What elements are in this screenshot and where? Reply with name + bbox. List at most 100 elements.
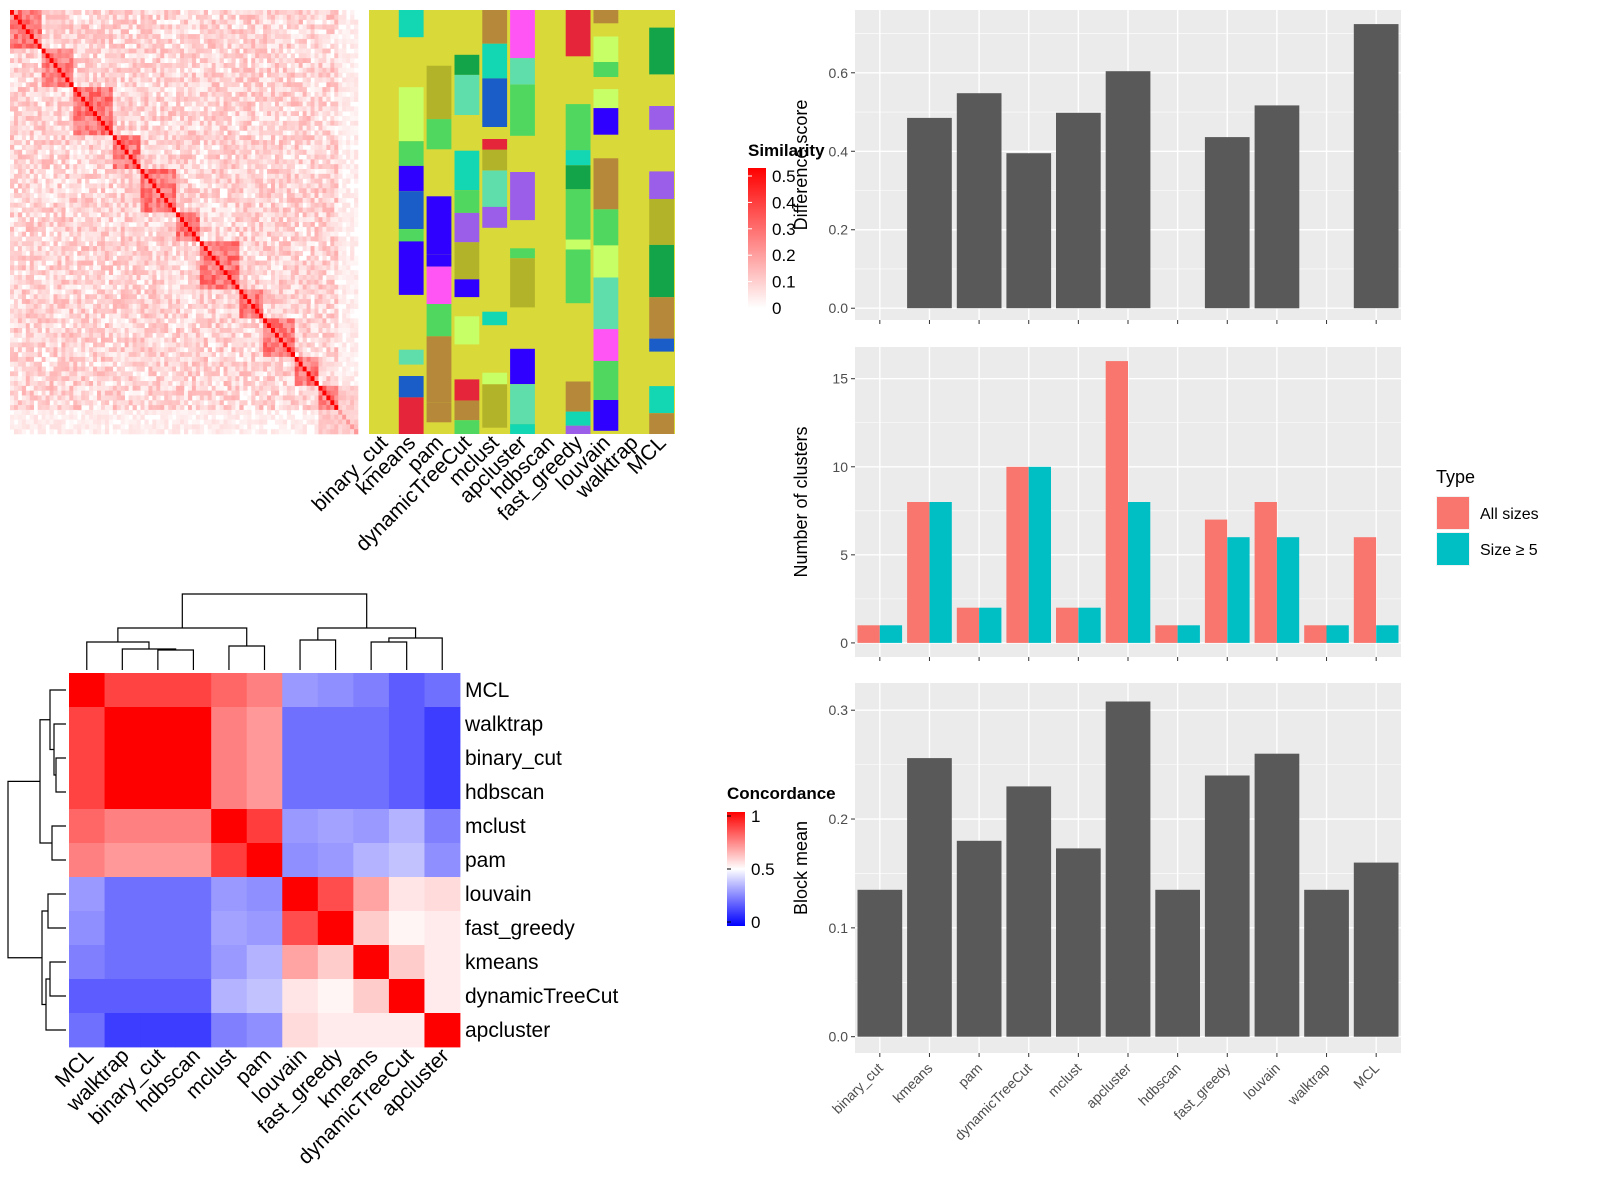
similarity-cell [195,63,201,69]
similarity-cell [140,246,145,252]
similarity-cell [191,193,197,199]
similarity-cell [156,173,161,179]
similarity-cell [37,130,42,136]
similarity-cell [346,173,351,179]
similarity-cell [215,231,220,237]
similarity-cell [97,169,102,175]
similarity-cell [282,10,288,16]
similarity-cell [247,111,252,117]
similarity-cell [81,96,86,102]
similarity-cell [85,10,90,16]
similarity-cell [239,111,244,117]
similarity-cell [104,265,110,271]
similarity-cell [259,173,264,179]
similarity-cell [152,38,157,45]
similarity-cell [85,212,90,218]
similarity-cell [282,236,288,242]
similarity-cell [33,14,38,20]
similarity-cell [346,226,351,232]
similarity-cell [61,255,66,261]
similarity-cell [259,24,264,30]
similarity-cell [243,231,248,237]
similarity-cell [85,63,90,69]
similarity-cell [104,106,110,112]
similarity-cell [13,159,19,165]
similarity-cell [187,250,193,257]
similarity-cell [29,173,35,179]
similarity-cell [207,294,212,300]
similarity-cell [314,135,319,141]
similarity-cell [73,178,78,184]
similarity-cell [219,96,224,102]
similarity-cell [290,14,296,20]
similarity-cell [342,14,347,20]
similarity-cell [227,183,232,189]
similarity-cell [326,58,331,64]
similarity-cell [227,289,232,295]
similarity-cell [172,164,177,170]
similarity-cell [73,58,78,64]
similarity-cell [314,270,319,276]
similarity-cell [93,193,98,199]
similarity-cell [187,101,193,107]
similarity-cell [152,19,157,25]
similarity-cell [215,159,220,165]
similarity-cell [21,58,27,64]
similarity-cell [322,250,327,257]
similarity-cell [176,135,181,141]
similarity-cell [215,250,220,257]
similarity-cell [85,303,90,310]
similarity-cell [259,246,264,252]
similarity-cell [168,130,173,136]
similarity-cell [215,270,220,276]
similarity-cell [10,58,15,64]
similarity-cell [187,226,193,232]
similarity-cell [187,96,193,102]
similarity-cell [219,255,224,261]
similarity-cell [85,72,90,78]
similarity-cell [89,149,94,155]
similarity-cell [203,43,209,49]
similarity-cell [294,275,299,281]
similarity-cell [108,279,114,285]
similarity-cell [223,24,228,30]
similarity-cell [310,197,315,204]
similarity-cell [97,159,102,165]
similarity-cell [61,96,66,102]
similarity-cell [207,246,212,252]
similarity-cell [227,178,232,184]
similarity-cell [17,231,23,237]
similarity-cell [136,164,141,170]
similarity-cell [57,19,62,25]
similarity-cell [187,135,193,141]
similarity-cell [330,154,335,160]
similarity-cell [310,164,315,170]
similarity-cell [89,43,94,49]
similarity-cell [322,265,327,271]
similarity-cell [73,202,78,208]
similarity-cell [128,197,133,204]
similarity-cell [350,58,355,64]
similarity-cell [247,130,252,136]
similarity-cell [271,140,276,146]
similarity-cell [136,96,141,102]
similarity-cell [286,303,292,310]
similarity-cell [93,303,98,310]
similarity-cell [144,144,149,151]
similarity-cell [243,197,248,204]
similarity-cell [180,294,185,300]
similarity-cell [168,19,173,25]
similarity-cell [10,63,15,69]
similarity-cell [294,207,299,213]
similarity-cell [294,217,299,223]
similarity-cell [176,250,181,257]
similarity-cell [235,43,240,49]
similarity-cell [215,106,220,112]
similarity-cell [65,159,70,165]
similarity-cell [191,270,197,276]
similarity-cell [255,34,260,40]
similarity-cell [160,48,165,54]
similarity-cell [120,246,125,252]
similarity-cell [322,294,327,300]
similarity-cell [136,135,141,141]
